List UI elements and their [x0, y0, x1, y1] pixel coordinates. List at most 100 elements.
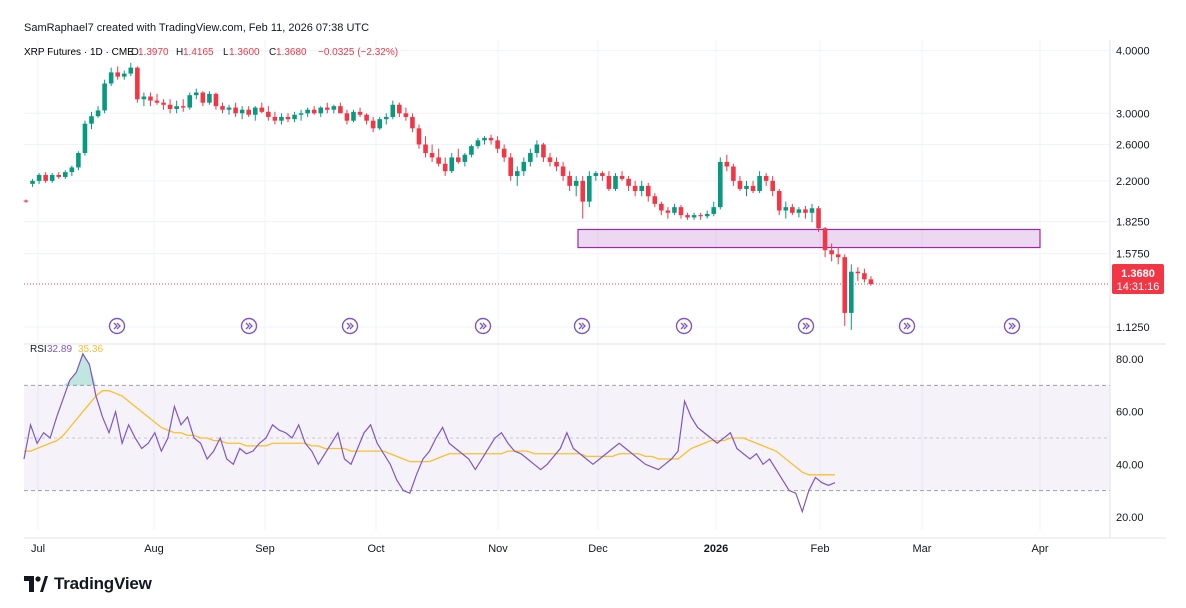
candle-body — [770, 180, 775, 191]
candle-body — [580, 180, 586, 202]
candle-body — [587, 175, 592, 202]
candle-body — [298, 113, 304, 115]
candle-body — [737, 180, 743, 189]
candle-body — [187, 95, 193, 108]
candle-body — [501, 148, 507, 158]
candle-body — [711, 207, 717, 214]
event-marker-glyph — [680, 322, 688, 330]
candle-body — [862, 273, 867, 280]
candle-body — [410, 116, 415, 129]
price-chart[interactable]: 4.0000 3.0000 2.6000 2.2000 1.8250 1.5750 1.12… — [0, 0, 1186, 570]
candle-body — [763, 175, 769, 181]
candle-body — [560, 166, 566, 176]
ohlc-low: 1.3600 — [229, 47, 260, 58]
candle-body — [200, 92, 206, 103]
tradingview-logo-text: TradingView — [54, 574, 152, 593]
candle-body — [252, 107, 258, 115]
candle-body — [121, 73, 127, 77]
candle-body — [272, 116, 278, 121]
candle-body — [488, 137, 494, 141]
candle-body — [672, 207, 677, 213]
candle-body — [403, 113, 409, 117]
candle-body — [285, 116, 291, 120]
event-marker-glyph — [113, 322, 121, 330]
price-tick-label: 1.8250 — [1116, 217, 1150, 229]
chart-attribution: SamRaphael7 created with TradingView.com… — [24, 22, 370, 34]
candle-body — [469, 146, 474, 155]
candles — [23, 62, 874, 330]
candle-body — [829, 250, 834, 255]
rsi-tick-label: 80.00 — [1116, 354, 1144, 366]
candle-body — [534, 144, 540, 154]
candle-body — [423, 144, 428, 154]
ohlc-values: O 1.3970 H 1.4165 L 1.3600 C 1.3680 −0.0325 (−2.… — [131, 47, 398, 58]
candle-body — [541, 144, 546, 158]
candle-body — [397, 104, 402, 114]
ohlc-close: 1.3680 — [276, 47, 307, 58]
candle-body — [783, 207, 789, 211]
candle-body — [776, 191, 782, 211]
rsi-ma-value: 35.36 — [78, 344, 103, 355]
candle-body — [331, 106, 337, 110]
candle-body — [639, 185, 644, 191]
candle-body — [135, 67, 140, 100]
candle-body — [69, 167, 75, 173]
candle-body — [108, 72, 114, 84]
candle-body — [567, 175, 572, 186]
event-marker-glyph — [346, 322, 354, 330]
candle-body — [174, 106, 179, 109]
candle-body — [547, 157, 553, 162]
candle-body — [292, 114, 297, 120]
candle-body — [226, 107, 232, 110]
candle-body — [704, 213, 710, 217]
candle-body — [128, 67, 134, 74]
candle-body — [757, 175, 762, 191]
candle-body — [600, 173, 605, 176]
candle-body — [652, 196, 658, 204]
time-tick-label: Oct — [367, 543, 384, 555]
last-price-value: 1.3680 — [1121, 268, 1155, 280]
tradingview-logo-icon — [24, 576, 48, 592]
time-tick-label: Feb — [811, 543, 830, 555]
candle-body — [233, 107, 238, 114]
ohlc-low-label: L — [223, 47, 229, 58]
candle-body — [593, 173, 599, 176]
candle-body — [816, 208, 821, 229]
bar-countdown: 14:31:16 — [1117, 281, 1160, 293]
event-marker-icon — [573, 317, 591, 335]
candle-body — [266, 111, 271, 117]
candle-body — [528, 153, 533, 162]
candle-body — [194, 92, 199, 96]
candle-body — [508, 157, 513, 176]
candle-body — [750, 185, 756, 191]
zone-layer — [24, 228, 1110, 285]
candle-body — [364, 114, 369, 121]
candle-body — [514, 171, 520, 176]
tradingview-logo[interactable]: TradingView — [24, 574, 152, 594]
price-zone — [577, 228, 1041, 249]
price-tick-label: 1.1250 — [1116, 322, 1150, 334]
event-marker-glyph — [903, 322, 911, 330]
candle-body — [305, 109, 310, 114]
candle-body — [462, 154, 468, 162]
candle-body — [436, 157, 441, 164]
event-marker-glyph — [578, 322, 586, 330]
candle-body — [645, 185, 651, 197]
candle-body — [377, 119, 382, 129]
candle-body — [325, 107, 330, 110]
event-marker-glyph — [802, 322, 810, 330]
candle-body — [835, 254, 841, 258]
ohlc-open: 1.3970 — [138, 47, 169, 58]
candle-body — [63, 172, 68, 177]
time-tick-label: Sep — [255, 543, 275, 555]
candle-body — [351, 111, 356, 121]
last-price-label-bg — [1112, 264, 1164, 294]
rsi-label: RSI — [30, 344, 47, 355]
time-tick-label: Dec — [588, 543, 608, 555]
legend: XRP Futures · 1D · CME O 1.3970 H 1.4165 L 1.… — [24, 47, 398, 355]
candle-body — [554, 161, 559, 167]
candle-body — [822, 228, 828, 251]
price-tick-label: 2.2000 — [1116, 176, 1150, 188]
time-tick-label: Nov — [488, 543, 508, 555]
time-tick-label: Mar — [913, 543, 932, 555]
